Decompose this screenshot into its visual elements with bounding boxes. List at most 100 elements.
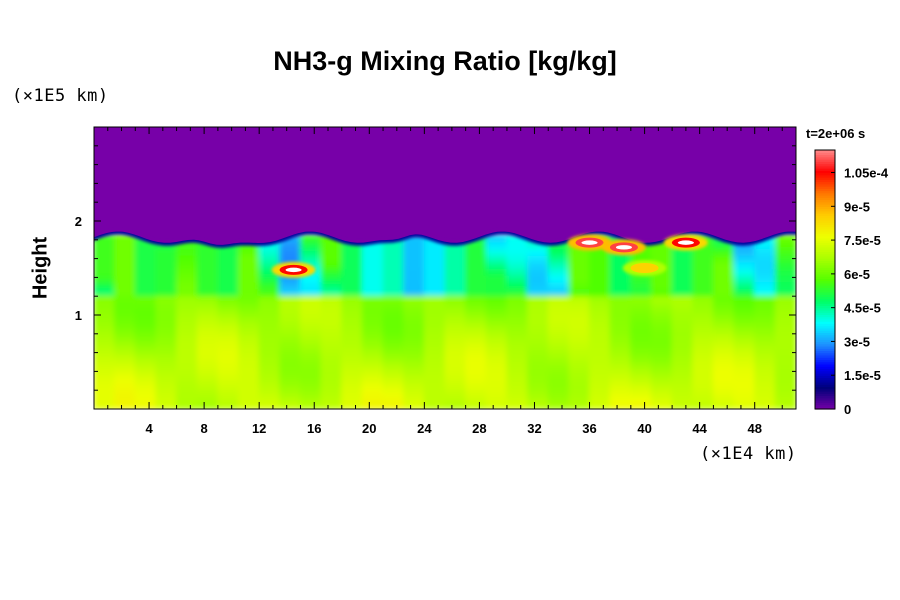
hotspot-core: [630, 263, 659, 273]
field-cell: [671, 341, 694, 350]
field-cell: [423, 301, 446, 310]
field-cell: [423, 321, 446, 330]
field-cell: [547, 261, 570, 270]
field-cell: [733, 321, 756, 330]
field-cell: [134, 395, 157, 403]
field-cell: [258, 328, 281, 336]
field-cell: [155, 354, 178, 363]
field-cell: [527, 261, 549, 270]
field-cell: [527, 274, 549, 283]
field-cell: [609, 395, 632, 403]
field-cell: [589, 348, 611, 356]
field-cell: [589, 261, 611, 270]
colorbar-tick-label: 3e-5: [844, 334, 870, 349]
field-cell: [630, 361, 652, 370]
field-cell: [258, 274, 281, 283]
x-tick-label: 28: [472, 421, 486, 436]
field-cell: [423, 288, 446, 296]
field-cell: [712, 247, 735, 256]
field-cell: [733, 334, 756, 343]
colorbar-band: [815, 314, 835, 318]
field-cell: [341, 388, 363, 397]
field-cell: [547, 314, 570, 323]
field-cell: [774, 301, 796, 310]
field-cell: [630, 375, 652, 383]
field-cell: [217, 294, 240, 303]
field-cell: [403, 274, 425, 283]
field-cell: [114, 348, 136, 356]
field-cell: [609, 281, 632, 290]
field-cell: [279, 395, 301, 403]
field-cell: [279, 301, 301, 310]
field-cell: [134, 294, 157, 303]
field-cell: [774, 321, 796, 330]
field-cell: [506, 321, 529, 330]
field-cell: [238, 368, 260, 377]
colorbar-band: [815, 165, 835, 169]
field-cell: [485, 368, 508, 377]
field-cell: [341, 395, 363, 403]
field-cell: [279, 368, 301, 377]
colorbar-band: [815, 354, 835, 358]
colorbar-band: [815, 276, 835, 279]
field-cell: [238, 247, 260, 256]
field-cell: [94, 381, 116, 390]
field-cell: [465, 268, 487, 276]
field-cell: [114, 288, 136, 296]
field-cell: [444, 361, 467, 370]
field-cell: [114, 254, 136, 263]
field-cell: [754, 334, 776, 343]
field-cell: [94, 341, 116, 350]
field-cell: [114, 261, 136, 270]
field-cell: [238, 381, 260, 390]
field-cell: [444, 334, 467, 343]
field-cell: [774, 401, 796, 409]
field-cell: [403, 301, 425, 310]
field-cell: [196, 388, 219, 397]
field-cell: [650, 401, 673, 409]
field-cell: [361, 354, 384, 363]
field-cell: [444, 288, 467, 296]
field-cell: [650, 314, 673, 323]
field-cell: [630, 401, 652, 409]
field-cell: [114, 328, 136, 336]
field-cell: [94, 234, 116, 243]
field-cell: [506, 341, 529, 350]
field-cell: [609, 314, 632, 323]
field-cell: [692, 288, 714, 296]
field-cell: [485, 395, 508, 403]
field-cell: [238, 341, 260, 350]
field-cell: [176, 268, 198, 276]
colorbar-band: [815, 222, 835, 225]
field-cell: [589, 301, 611, 310]
hotspot-4: [663, 234, 708, 251]
field-cell: [774, 354, 796, 363]
field-cell: [589, 368, 611, 377]
field-cell: [114, 321, 136, 330]
field-cell: [134, 247, 157, 256]
field-cell: [754, 268, 776, 276]
field-cell: [568, 381, 591, 390]
colorbar-band: [815, 174, 835, 178]
field-cell: [568, 334, 591, 343]
field-cell: [465, 395, 487, 403]
field-cell: [423, 354, 446, 363]
field-cell: [279, 401, 301, 409]
field-cell: [712, 375, 735, 383]
colorbar-band: [815, 192, 835, 196]
field-cell: [568, 341, 591, 350]
field-cell: [176, 321, 198, 330]
field-cell: [650, 241, 673, 249]
field-cell: [217, 301, 240, 310]
field-cell: [403, 368, 425, 377]
field-cell: [754, 321, 776, 330]
field-cell: [671, 388, 694, 397]
colorbar-band: [815, 393, 835, 397]
field-cell: [361, 274, 384, 283]
hotspot-2: [567, 234, 612, 251]
colorbar-band: [815, 309, 835, 313]
field-cell: [671, 361, 694, 370]
field-cell: [341, 328, 363, 336]
colorbar-band: [815, 399, 835, 403]
field-cell: [238, 254, 260, 263]
